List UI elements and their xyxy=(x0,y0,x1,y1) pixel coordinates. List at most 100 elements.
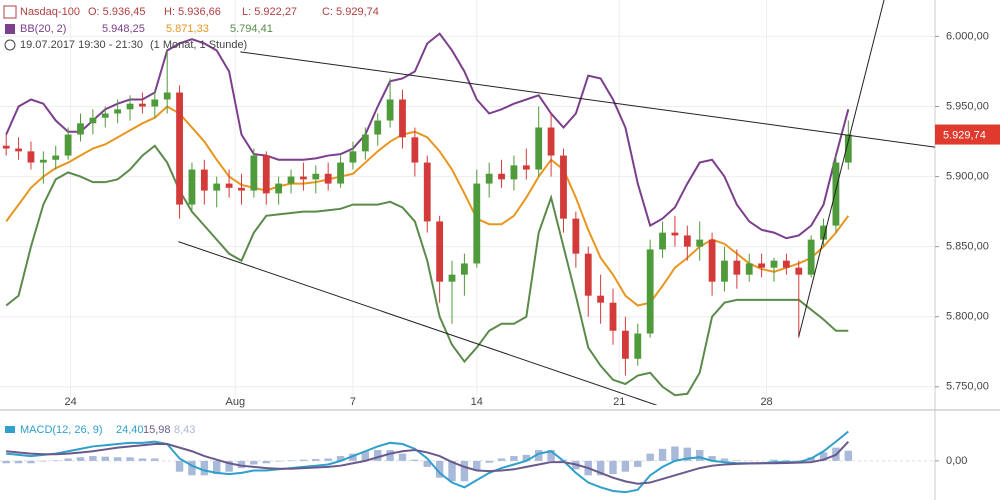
histogram-bar xyxy=(435,460,444,478)
candle-body xyxy=(832,162,840,226)
x-tick-label: Aug xyxy=(226,396,246,408)
candle-body xyxy=(473,183,481,264)
candle-body xyxy=(163,92,171,100)
candle-body xyxy=(448,274,456,282)
candle-body xyxy=(225,183,233,188)
candle-body xyxy=(126,103,134,110)
candle-body xyxy=(337,162,344,184)
histogram-bar xyxy=(361,451,370,461)
histogram-bar xyxy=(89,456,97,461)
bb-value: 5.948,25 xyxy=(102,23,145,35)
x-tick-label: 28 xyxy=(760,396,772,408)
band-line xyxy=(5,32,850,240)
candle-body xyxy=(287,176,295,184)
histogram-bar xyxy=(782,459,791,461)
candle-body xyxy=(176,92,183,205)
candle-body xyxy=(584,253,592,296)
histogram-bar xyxy=(596,460,605,476)
candle-body xyxy=(361,134,369,152)
y-tick-label: 0,00 xyxy=(946,455,967,467)
candle-body xyxy=(745,263,753,275)
histogram-bar xyxy=(671,446,679,461)
histogram-bar xyxy=(200,460,209,476)
price-panel xyxy=(0,0,935,405)
candle-body xyxy=(300,176,307,180)
candle-body xyxy=(621,330,629,359)
candle-body xyxy=(671,232,679,236)
histogram-bar xyxy=(460,460,469,482)
histogram-bar xyxy=(386,450,394,461)
candle-body xyxy=(64,134,72,156)
icon xyxy=(5,426,15,433)
histogram-bar xyxy=(733,460,741,461)
band-line xyxy=(5,144,849,397)
histogram-bar xyxy=(497,458,506,461)
histogram-bar xyxy=(188,460,196,476)
histogram-bar xyxy=(213,460,221,475)
histogram-bar xyxy=(448,460,456,482)
histogram-bar xyxy=(250,460,258,465)
candle-body xyxy=(411,137,419,163)
range: (1 Monat, 1 Stunde) xyxy=(150,39,247,51)
candle-body xyxy=(498,173,505,180)
candle-body xyxy=(510,165,518,180)
y-tick-label: 5.950,00 xyxy=(946,100,989,112)
candle-body xyxy=(460,263,468,275)
high-label: H: 5.936,66 xyxy=(164,6,221,18)
candle-body xyxy=(758,263,766,268)
candle-body xyxy=(721,260,728,282)
histogram-bar xyxy=(274,460,283,462)
candle-body xyxy=(535,127,543,170)
histogram-bar xyxy=(646,453,654,461)
histogram-bar xyxy=(175,460,184,472)
candle-body xyxy=(436,221,444,282)
candle-body xyxy=(52,155,60,160)
trend-line xyxy=(240,51,935,148)
histogram-bar xyxy=(151,458,159,461)
macd-line xyxy=(6,430,849,494)
candle-body xyxy=(609,302,617,331)
low-label: L: 5.922,27 xyxy=(242,6,297,18)
icon xyxy=(3,5,17,19)
histogram-bar xyxy=(534,450,543,461)
histogram-bar xyxy=(770,459,778,461)
candle-body xyxy=(349,151,357,163)
macd-value: 15,98 xyxy=(143,424,171,436)
candle-body xyxy=(820,225,827,240)
x-tick-label: 21 xyxy=(613,396,625,408)
histogram-bar xyxy=(819,452,828,461)
histogram-bar xyxy=(522,454,531,461)
histogram-bar xyxy=(795,460,803,461)
histogram-bar xyxy=(324,458,332,461)
candle-body xyxy=(708,239,716,282)
candle-body xyxy=(151,99,159,107)
close-label: C: 5.929,74 xyxy=(322,6,379,18)
candle-body xyxy=(646,249,654,334)
histogram-bar xyxy=(695,450,704,461)
y-tick-label: 5.900,00 xyxy=(946,170,989,182)
candle-body xyxy=(101,113,109,118)
histogram-bar xyxy=(423,460,431,467)
bb-label: BB(20, 2) xyxy=(20,23,66,35)
histogram-bar xyxy=(547,450,555,461)
candle-body xyxy=(547,127,555,156)
histogram-bar xyxy=(708,456,716,461)
band-line xyxy=(5,105,850,307)
histogram-bar xyxy=(683,447,692,461)
histogram-bar xyxy=(126,457,134,461)
trend-line xyxy=(798,0,885,337)
candle-body xyxy=(139,103,146,107)
candle-body xyxy=(634,333,642,359)
candle-body xyxy=(696,239,704,247)
candle-body xyxy=(485,173,493,184)
candle-body xyxy=(188,169,196,205)
histogram-bar xyxy=(411,459,419,461)
bb-value: 5.871,33 xyxy=(166,23,209,35)
candle-body xyxy=(683,235,691,247)
candle-body xyxy=(522,165,530,170)
histogram-bar xyxy=(262,460,270,464)
histogram-bar xyxy=(473,460,481,471)
